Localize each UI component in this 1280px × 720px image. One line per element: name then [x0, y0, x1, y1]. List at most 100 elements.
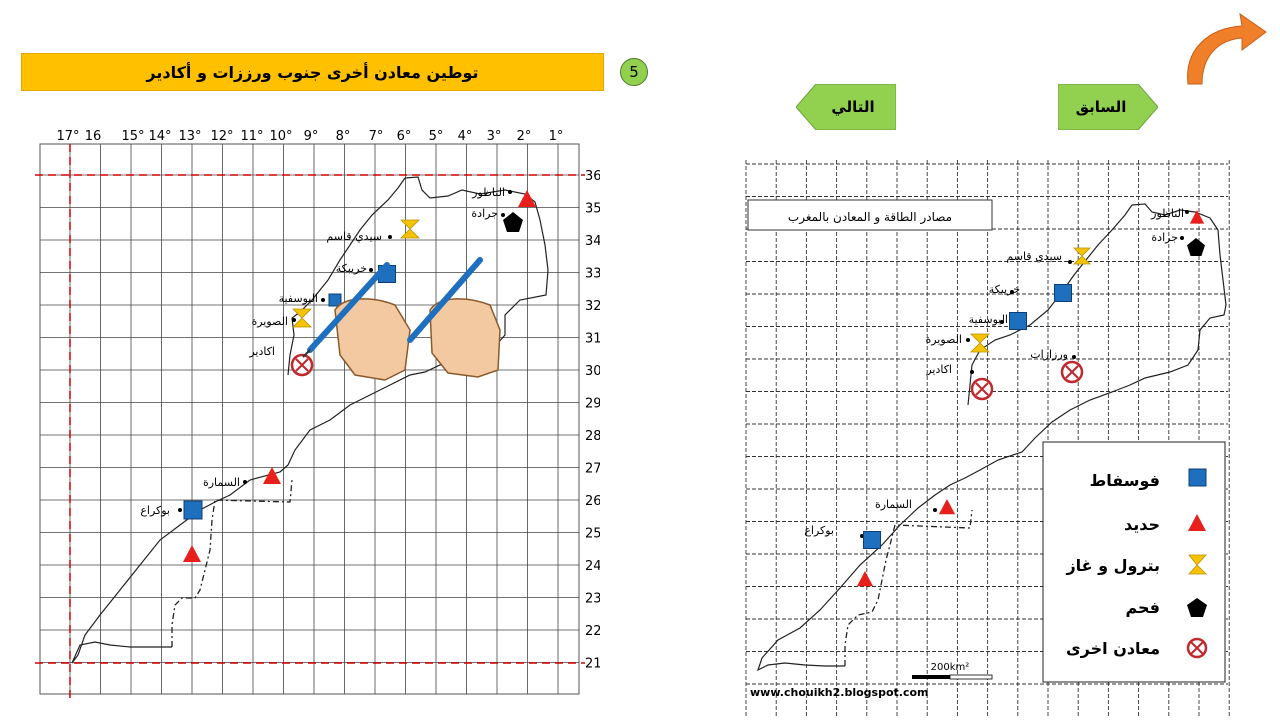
- phosphate-square-icon: [183, 500, 203, 520]
- city-label: ورزازات: [1030, 348, 1068, 361]
- scale-bar-dark: [912, 675, 950, 679]
- latitude-labels: 36° 35° 34° 33° 32° 31° 30° 29° 28° 27° 26° 25° 24° 2…: [585, 169, 600, 672]
- legend-other-minerals: معادن اخرى: [1066, 637, 1208, 659]
- southern-border: [171, 479, 293, 647]
- longitude-label: 10°: [269, 129, 292, 144]
- city-label: خريبكة: [989, 283, 1020, 296]
- right-arrow-shape: [1058, 84, 1158, 130]
- latitude-label: 33°: [585, 267, 600, 282]
- city-dot: [508, 190, 512, 194]
- slide-title: توطين معادن أخرى جنوب ورززات و أكادير: [146, 62, 479, 82]
- city-label: سيدي قاسم: [326, 230, 382, 243]
- city-dot: [178, 508, 182, 512]
- longitude-label: 15°: [121, 129, 144, 144]
- coal-pentagon-icon: [1187, 238, 1205, 256]
- return-arrow-icon[interactable]: [1180, 10, 1270, 90]
- legend-coal: فحم: [1125, 598, 1207, 617]
- oil-gas-hourglass-icon: [400, 219, 420, 239]
- latitude-label: 28°: [585, 429, 600, 444]
- right-map-title-box: [747, 199, 993, 231]
- left-map-markers: الناظور جرادة سيدي قاسم خريبكة اليوسفية الصوي…: [140, 186, 536, 562]
- svg-text:فوسفاط: فوسفاط: [1090, 471, 1160, 490]
- morocco-outline: [756, 203, 1227, 672]
- latitude-label: 35°: [585, 202, 600, 217]
- oil-gas-hourglass-icon: [1073, 247, 1091, 265]
- longitude-label: 13°: [178, 129, 201, 144]
- phosphate-square-icon: [328, 293, 342, 307]
- phosphate-square-icon: [1054, 284, 1072, 302]
- phosphate-square-icon: [1009, 312, 1027, 330]
- city-label: اكادير: [248, 345, 275, 358]
- city-dot: [321, 298, 325, 302]
- prev-button[interactable]: السابق: [1058, 84, 1158, 130]
- step-number-badge: 5: [620, 58, 648, 86]
- slide-title-bar: توطين معادن أخرى جنوب ورززات و أكادير: [21, 53, 604, 91]
- longitude-label: 17°: [56, 129, 79, 144]
- latitude-label: 27°: [585, 462, 600, 477]
- city-label: خريبكة: [336, 262, 367, 275]
- right-map-markers: الناظور جرادة سيدي قاسم خريبكة اليوسفية الصوي…: [804, 207, 1205, 587]
- iron-triangle-icon: [1188, 514, 1206, 531]
- city-dot: [243, 480, 247, 484]
- oil-gas-hourglass-icon: [970, 333, 990, 353]
- city-dot: [1010, 290, 1014, 294]
- city-label: بوكراع: [804, 524, 834, 537]
- city-label: السمارة: [875, 498, 912, 511]
- longitude-label: 14°: [148, 129, 171, 144]
- city-dot: [933, 508, 937, 512]
- city-dot: [1180, 236, 1184, 240]
- longitude-label: 9°: [304, 129, 319, 144]
- city-label: الصويرة: [925, 333, 962, 346]
- city-label: الصويرة: [251, 315, 288, 328]
- longitude-label: 4°: [458, 129, 473, 144]
- longitude-label: 3°: [487, 129, 502, 144]
- next-button[interactable]: التالي: [796, 84, 896, 130]
- latitude-label: 25°: [585, 527, 600, 542]
- latitude-label: 29°: [585, 397, 600, 412]
- left-map-grid: [40, 144, 579, 694]
- city-label: السمارة: [203, 476, 240, 489]
- scale-label: 200km²: [931, 662, 970, 673]
- left-map: 17° 16 15° 14° 13° 12° 11° 10° 9° 8° 7° 6° 5° 4° 3° 2° 1…: [35, 129, 600, 698]
- latitude-label: 36°: [585, 169, 600, 184]
- coal-pentagon-icon: [1187, 598, 1207, 617]
- phosphate-square-icon: [863, 531, 881, 549]
- iron-triangle-icon: [183, 545, 201, 562]
- longitude-label: 7°: [369, 129, 384, 144]
- city-dot: [369, 268, 373, 272]
- latitude-label: 32°: [585, 299, 600, 314]
- svg-text:معادن اخرى: معادن اخرى: [1066, 639, 1160, 658]
- website-label: www.chouikh2.blogspot.com: [750, 686, 928, 699]
- city-dot: [292, 318, 296, 322]
- southern-border: [844, 509, 973, 666]
- iron-triangle-icon: [856, 571, 874, 587]
- city-dot: [388, 235, 392, 239]
- city-label: الناظور: [1150, 207, 1184, 220]
- phosphate-square-icon: [1188, 468, 1207, 487]
- latitude-label: 22°: [585, 624, 600, 639]
- city-label: اليوسفية: [279, 292, 318, 305]
- latitude-label: 31°: [585, 332, 600, 347]
- latitude-label: 34°: [585, 234, 600, 249]
- svg-text:حديد: حديد: [1124, 515, 1160, 534]
- longitude-label: 16: [85, 129, 102, 144]
- hand-with-pen-icon: [407, 257, 501, 378]
- latitude-label: 23°: [585, 592, 600, 607]
- right-map-title: مصادر الطاقة و المعادن بالمغرب: [788, 210, 952, 225]
- latitude-label: 24°: [585, 559, 600, 574]
- iron-triangle-icon: [518, 190, 536, 207]
- city-dot: [1000, 320, 1004, 324]
- svg-text:فحم: فحم: [1125, 598, 1160, 617]
- oil-gas-hourglass-icon: [1188, 554, 1207, 575]
- longitude-label: 8°: [336, 129, 351, 144]
- city-label: اليوسفية: [969, 313, 1008, 326]
- city-dot: [970, 370, 974, 374]
- left-map-frame: [39, 143, 580, 695]
- city-dot: [1185, 210, 1189, 214]
- longitude-label: 6°: [397, 129, 412, 144]
- longitude-labels: 17° 16 15° 14° 13° 12° 11° 10° 9° 8° 7° 6° 5° 4° 3° 2° 1…: [56, 129, 563, 144]
- city-label: بوكراع: [140, 504, 170, 517]
- latitude-label: 21°: [585, 657, 600, 672]
- city-label: اكادير: [925, 363, 952, 376]
- longitude-label: 11°: [240, 129, 263, 144]
